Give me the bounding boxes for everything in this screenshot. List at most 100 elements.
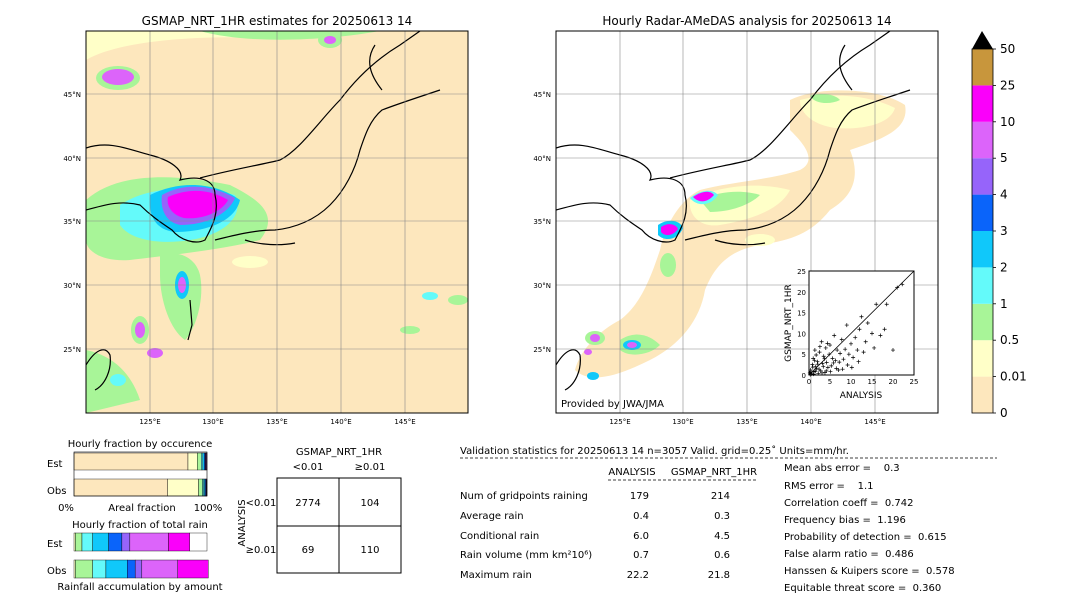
scatter-point	[874, 302, 879, 307]
scatter-xtick: 10	[847, 378, 856, 386]
fraction-segment	[121, 532, 131, 552]
left-map-title: GSMAP_NRT_1HR estimates for 20250613 14	[142, 14, 413, 28]
fraction-segment	[92, 532, 109, 552]
stat-gsmap: 0.3	[714, 511, 730, 522]
scatter-point	[838, 351, 843, 356]
scatter-xtick: 0	[807, 378, 811, 386]
lon-label: 140°E	[330, 418, 351, 426]
lon-label: 140°E	[800, 418, 821, 426]
scatter-ytick: 25	[797, 268, 806, 276]
lat-label: 35°N	[63, 218, 81, 226]
scatter-point	[820, 370, 825, 375]
left-precip-field	[86, 31, 468, 413]
lon-label: 125°E	[139, 418, 160, 426]
colorbar-labels: 0 0.01 0.5 1 2 3 4 5 10 25 50	[993, 42, 1027, 420]
scatter-point	[816, 371, 821, 376]
data-credit: Provided by JWA/JMA	[561, 399, 664, 410]
stat-gsmap: 214	[711, 491, 730, 502]
stat-label: Num of gridpoints raining	[460, 491, 588, 502]
colorbar-label: 10	[1000, 115, 1015, 129]
validation-title: Validation statistics for 20250613 14 n=…	[460, 445, 849, 457]
stat-label: Rain volume (mm km²10⁶)	[460, 550, 592, 561]
scatter-point	[841, 357, 846, 362]
scatter-point	[849, 341, 853, 346]
scatter-point	[828, 369, 833, 374]
colorbar-segment	[972, 303, 993, 341]
fraction-segment	[134, 559, 143, 579]
scatter-xtick: 25	[910, 378, 919, 386]
scatter-ytick: 5	[802, 351, 806, 359]
right-gridlines	[556, 31, 938, 413]
row-label-obs: Obs	[47, 486, 66, 497]
row-label-est: Est	[47, 539, 63, 550]
stat-label: Conditional rain	[460, 531, 539, 542]
colorbar-label: 4	[1000, 188, 1008, 202]
fraction-segment	[105, 559, 128, 579]
scatter-point	[812, 358, 817, 363]
stat-label: Maximum rain	[460, 570, 532, 581]
scatter-point	[863, 339, 868, 344]
scatter-point	[808, 368, 813, 373]
scatter-diagonal	[808, 270, 915, 376]
stat-gsmap: 0.6	[714, 550, 730, 561]
total-rain-fraction-panel: Hourly fraction of total rain Est Obs Ra…	[47, 520, 223, 593]
colorbar-extend-arrow	[972, 31, 993, 49]
scatter-point	[872, 345, 877, 350]
scatter-point	[834, 366, 839, 371]
scatter-point	[849, 365, 854, 370]
scatter-point	[895, 285, 900, 290]
scatter-point	[853, 335, 858, 340]
scatter-point	[810, 362, 815, 367]
lat-label: 40°N	[533, 155, 551, 163]
scatter-point	[817, 367, 822, 372]
lat-label: 40°N	[63, 155, 81, 163]
scatter-point	[828, 343, 832, 348]
colorbar-segment	[972, 85, 993, 122]
scatter-point	[840, 367, 845, 372]
fraction-segment	[75, 559, 93, 579]
score-line: False alarm ratio = 0.486	[784, 549, 914, 560]
score-list: Mean abs error = 0.3 RMS error = 1.1 Cor…	[784, 463, 955, 594]
col-header-lt: <0.01	[293, 462, 324, 473]
cell-hits-none: 2774	[295, 498, 320, 509]
scatter-point	[859, 314, 864, 319]
scatter-point	[823, 345, 828, 350]
scatter-point	[835, 348, 840, 353]
colorbar-label: 3	[1000, 224, 1008, 238]
scatter-point	[884, 302, 889, 307]
lon-label: 130°E	[202, 418, 223, 426]
scatter-point	[855, 348, 860, 353]
occurrence-fraction-panel: Hourly fraction by occurence Est Obs 0% …	[47, 439, 222, 514]
row-header-ge: ≥0.01	[246, 545, 277, 556]
left-lon-labels: 125°E 130°E 135°E 140°E 145°E	[139, 418, 415, 426]
colorbar-segment	[972, 340, 993, 377]
colorbar-segment	[972, 121, 993, 159]
score-line: Hanssen & Kuipers score = 0.578	[784, 566, 955, 577]
scatter-point	[811, 356, 816, 361]
colorbar-segment	[972, 231, 993, 268]
scatter-point	[813, 364, 818, 369]
colorbar-label: 50	[1000, 42, 1015, 56]
scatter-point	[833, 358, 838, 363]
occurrence-title: Hourly fraction by occurence	[68, 439, 212, 450]
stat-analysis: 0.7	[633, 550, 649, 561]
scatter-point	[822, 356, 827, 361]
contingency-title: GSMAP_NRT_1HR	[296, 447, 382, 458]
fraction-segment	[189, 532, 208, 552]
colorbar-label: 0.01	[1000, 370, 1027, 384]
scatter-point	[811, 372, 816, 377]
scatter-ticks: 00 5 5 10 10 15 15 20 20 25 25	[797, 268, 918, 386]
stat-analysis: 6.0	[633, 531, 649, 542]
rainfall-accumulation-label: Rainfall accumulation by amount	[57, 582, 222, 593]
lon-label: 135°E	[736, 418, 757, 426]
scatter-point	[832, 333, 837, 338]
scatter-point	[843, 347, 848, 352]
scatter-point	[821, 364, 826, 369]
lat-label: 30°N	[533, 282, 551, 290]
row-header-lt: <0.01	[246, 498, 277, 509]
fraction-segment	[167, 478, 199, 497]
fraction-segment	[198, 478, 203, 497]
scatter-point	[814, 353, 819, 358]
scatter-xlabel: ANALYSIS	[840, 391, 883, 401]
